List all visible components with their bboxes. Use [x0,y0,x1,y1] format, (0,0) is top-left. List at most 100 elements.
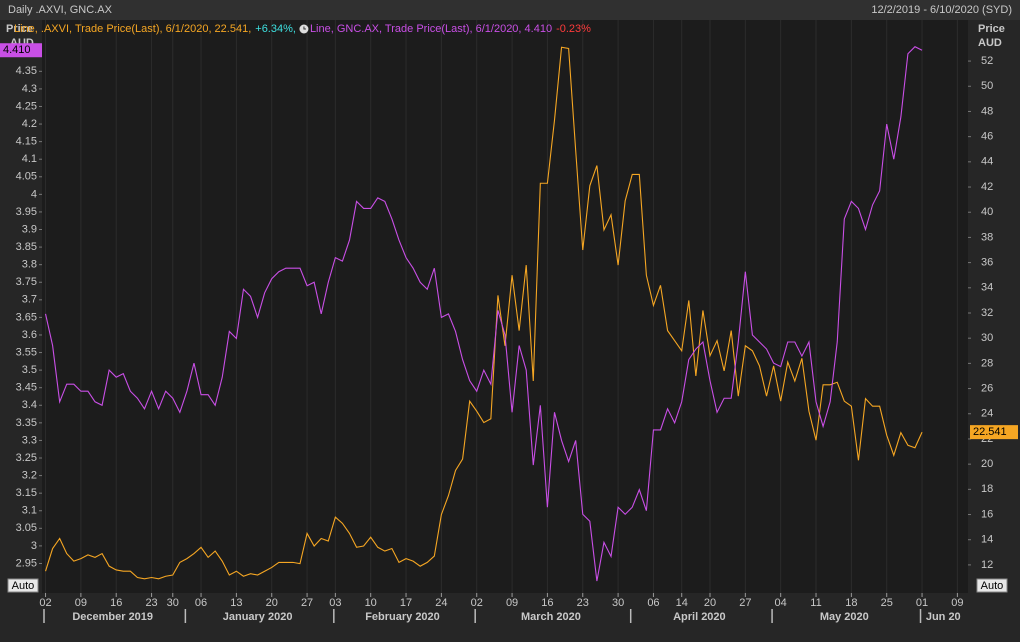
y2-tick-label: 50 [981,80,993,92]
last-value-label: 4.410 [3,44,31,56]
month-label: April 2020 [673,611,726,623]
y2-axis-label: AUD [978,37,1002,49]
x-tick-label: 16 [541,597,553,609]
x-tick-label: 30 [612,597,624,609]
x-tick-label: 18 [845,597,857,609]
y2-tick-label: 32 [981,307,993,319]
y2-tick-label: 20 [981,458,993,470]
x-tick-label: 04 [775,597,787,609]
button-frame[interactable] [7,578,39,593]
legend-icon-hand [303,26,306,30]
y-tick-label: 4 [31,188,37,200]
y2-tick-label: 38 [981,231,993,243]
x-tick-label: 16 [110,597,122,609]
y-tick-label: 4.35 [16,65,37,77]
chart-title: Daily .AXVI, GNC.AX [8,4,113,16]
series-line [45,46,923,580]
x-tick-label: 30 [167,597,179,609]
plot-area [42,20,968,593]
y2-tick-label: 26 [981,382,993,394]
y-tick-label: 3.1 [22,505,37,517]
auto-button[interactable]: Auto [7,578,39,593]
y2-tick-label: 46 [981,131,993,143]
legend-label: Line, .AXVI, Trade Price(Last), 6/1/2020… [14,23,251,35]
y-tick-label: 3.55 [16,346,37,358]
last-value-box [970,425,1018,440]
y-tick-label: 3.8 [22,259,37,271]
month-label: December 2019 [72,611,153,623]
y-tick-label: 3.35 [16,417,37,429]
header-bar [0,0,1020,20]
date-range: 12/2/2019 - 6/10/2020 (SYD) [871,4,1012,16]
y2-tick-label: 12 [981,559,993,571]
x-tick-label: 02 [39,597,51,609]
y2-tick-label: 34 [981,282,993,294]
y-tick-label: 4.2 [22,118,37,130]
y-tick-label: 4.1 [22,153,37,165]
y-tick-label: 3.95 [16,206,37,218]
button-label[interactable]: Auto [981,580,1004,592]
last-value-label: 22.541 [973,426,1007,438]
y2-tick-label: 40 [981,206,993,218]
y2-tick-label: 30 [981,332,993,344]
x-tick-label: 10 [365,597,377,609]
x-tick-label: 27 [301,597,313,609]
month-label: March 2020 [521,611,581,623]
y-tick-label: 3 [31,540,37,552]
series-line [44,46,923,582]
y2-tick-label: 36 [981,257,993,269]
y2-axis-label: Price [978,23,1005,35]
x-tick-label: 23 [577,597,589,609]
y-tick-label: 3.65 [16,311,37,323]
y-tick-label: 2.95 [16,557,37,569]
y-tick-label: 3.05 [16,522,37,534]
y2-tick-label: 48 [981,105,993,117]
x-tick-label: 09 [951,597,963,609]
y2-tick-label: 44 [981,156,993,168]
x-tick-label: 03 [329,597,341,609]
y2-tick-label: 28 [981,357,993,369]
y-tick-label: 3.25 [16,452,37,464]
x-tick-label: 23 [145,597,157,609]
y2-tick-label: 14 [981,534,993,546]
x-tick-label: 06 [195,597,207,609]
y-axis-label: Price [6,23,33,35]
x-tick-label: 13 [230,597,242,609]
month-label: February 2020 [365,611,440,623]
x-tick-label: 02 [471,597,483,609]
legend-change: -0.23% [556,23,591,35]
y-tick-label: 3.45 [16,382,37,394]
y2-tick-label: 18 [981,483,993,495]
button-frame[interactable] [976,578,1008,593]
last-value-box [0,43,42,58]
y-tick-label: 3.2 [22,469,37,481]
y-tick-label: 4.25 [16,100,37,112]
x-tick-label: 06 [647,597,659,609]
x-tick-label: 09 [506,597,518,609]
y2-tick-label: 42 [981,181,993,193]
x-tick-label: 20 [704,597,716,609]
month-label: January 2020 [223,611,293,623]
y-tick-label: 4.3 [22,83,37,95]
x-tick-label: 01 [916,597,928,609]
month-label: Jun 20 [926,611,961,623]
y-tick-label: 3.85 [16,241,37,253]
x-tick-label: 17 [400,597,412,609]
button-label[interactable]: Auto [12,580,35,592]
x-tick-label: 25 [881,597,893,609]
month-label: May 2020 [820,611,869,623]
x-tick-label: 27 [739,597,751,609]
y2-tick-label: 52 [981,55,993,67]
y-tick-label: 3.5 [22,364,37,376]
y-tick-label: 3.6 [22,329,37,341]
x-tick-label: 14 [676,597,688,609]
y-tick-label: 3.3 [22,434,37,446]
x-tick-label: 20 [266,597,278,609]
x-tick-label: 11 [810,597,821,609]
legend-change: +6.34%, [255,23,296,35]
auto-button[interactable]: Auto [976,578,1008,593]
last-value-tag: 22.541 [970,425,1018,440]
x-tick-label: 24 [435,597,447,609]
y-tick-label: 4.15 [16,136,37,148]
